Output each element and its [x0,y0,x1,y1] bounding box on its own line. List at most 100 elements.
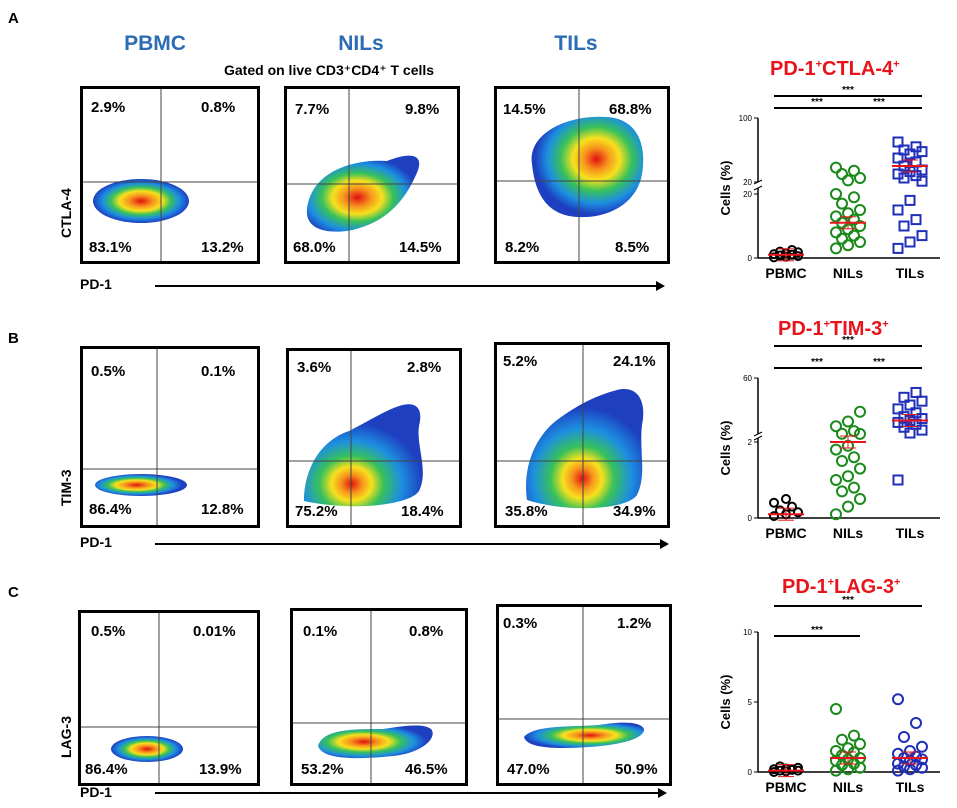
pct-upper-left: 0.1% [303,623,338,640]
data-point-tils [892,416,904,428]
pct-upper-left: 3.6% [297,359,332,376]
data-point-nils [842,470,854,483]
pct-lower-left: 8.2% [505,239,540,256]
data-point-tils [892,152,904,164]
data-point-tils [892,757,904,770]
data-point-nils [848,451,860,464]
data-point-tils [898,220,910,232]
pct-upper-right: 1.2% [617,615,652,632]
pct-upper-right: 0.01% [193,623,236,640]
y-axis-label-b: TIM-3 [58,469,74,506]
significance-label: *** [811,97,823,108]
dot-plot-c: 0 5 10 Cells (%) PBMC NILs TILs *** *** [718,595,940,795]
data-point-tils [916,753,928,766]
data-point-nils [836,455,848,467]
x-category-label: TILs [896,525,925,541]
facs-density-b-tils [497,345,667,525]
chart-title-a: PD-1+CTLA-4+ [770,58,900,80]
significance-label: *** [873,357,885,368]
data-point-nils [848,729,860,742]
data-point-nils [836,197,848,210]
data-point-nils [854,405,866,418]
x-category-label: PBMC [765,779,806,795]
gating-label: Gated on live CD3⁺CD4⁺ T cells [224,62,435,78]
data-point-tils [892,403,904,415]
data-point-tils [892,474,904,486]
facs-density-a-nils [287,89,457,261]
data-point-nils [830,242,842,255]
facs-plot-b-tils: 5.2% 24.1% 35.8% 34.9% [494,342,670,528]
x-axis-arrow-c [155,788,667,798]
pct-upper-right: 0.1% [201,363,236,380]
data-point-tils [898,731,910,743]
data-point-nils [830,745,842,757]
x-category-label: NILs [833,779,864,795]
x-category-label: PBMC [765,525,806,541]
x-category-label: PBMC [765,265,806,281]
data-point-tils [910,407,922,419]
sample-header-tils: TILs [554,32,598,55]
significance-label: *** [842,595,854,606]
data-point-tils [916,761,928,774]
data-point-tils [916,424,928,436]
data-point-tils [892,136,904,148]
axis-break-mark [753,185,763,191]
data-point-nils [830,508,842,521]
sample-header-nils: NILs [338,32,384,55]
pct-lower-left: 53.2% [301,761,344,778]
data-point-tils [892,242,904,254]
data-point-nils [854,172,866,184]
data-point-tils [910,141,922,153]
data-point-tils [892,168,904,180]
facs-plot-c-tils: 0.3% 1.2% 47.0% 50.9% [496,604,672,786]
facs-density-c-nils [293,611,465,783]
x-category-label: NILs [833,265,864,281]
pct-lower-right: 12.8% [201,501,244,518]
facs-density-c-pbmc [81,613,257,783]
facs-plot-b-pbmc: 0.5% 0.1% 86.4% 12.8% [80,346,260,528]
data-point-nils [848,481,860,494]
pct-lower-right: 18.4% [401,503,444,520]
pct-lower-left: 47.0% [507,761,550,778]
pct-lower-left: 35.8% [505,503,548,520]
pct-upper-right: 0.8% [409,623,444,640]
pct-lower-left: 86.4% [85,761,128,778]
data-point-nils [830,703,842,715]
pct-lower-right: 13.9% [199,761,242,778]
data-point-tils [904,427,916,439]
data-point-tils [904,399,916,411]
data-point-tils [916,395,928,407]
data-point-nils [854,427,866,440]
y-tick-label: 20 [743,190,752,199]
facs-density-b-nils [289,351,459,525]
x-axis-arrow-a [155,281,665,291]
pct-upper-left: 7.7% [295,101,330,118]
pct-upper-right: 9.8% [405,101,440,118]
chart-title-c: PD-1+LAG-3+ [782,576,901,598]
data-point-tils [904,194,916,206]
x-category-label: TILs [896,779,925,795]
data-point-nils [836,427,848,440]
data-point-nils [842,174,854,187]
data-point-pbmc [793,251,803,262]
x-axis-label-b: PD-1 [80,534,112,550]
data-point-nils [836,733,848,746]
x-category-label: NILs [833,525,864,541]
data-point-pbmc [793,507,803,518]
y-tick-label: 0 [748,514,753,523]
y-tick-label: 100 [739,114,753,123]
pct-upper-right: 68.8% [609,101,652,118]
pct-upper-right: 0.8% [201,99,236,116]
chart-title-b: PD-1+TIM-3+ [778,318,889,340]
data-point-nils [848,229,860,242]
y-tick-label: 2 [748,438,753,447]
y-axis-title: Cells (%) [718,161,733,216]
data-point-pbmc [769,511,779,522]
pct-upper-left: 0.3% [503,615,538,632]
data-point-nils [854,204,866,216]
y-tick-label: 60 [743,374,752,383]
panel-letter-c: C [8,584,19,601]
data-point-nils [830,188,842,200]
data-point-nils [842,500,854,513]
axis-break-mark [753,435,763,441]
